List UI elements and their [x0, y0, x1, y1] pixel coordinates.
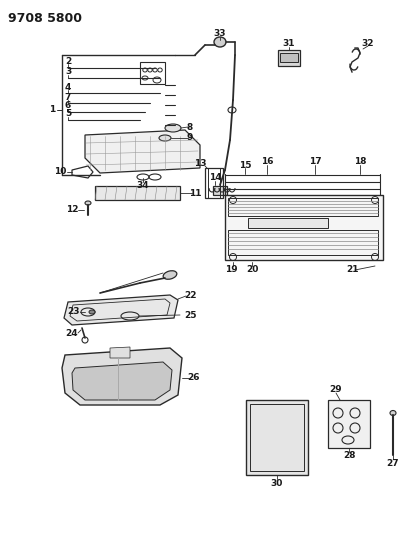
Ellipse shape — [163, 271, 177, 279]
Text: 27: 27 — [387, 458, 399, 467]
Text: 30: 30 — [271, 479, 283, 488]
Text: 9708 5800: 9708 5800 — [8, 12, 82, 25]
Text: 10: 10 — [54, 167, 66, 176]
Text: 16: 16 — [261, 157, 273, 166]
Text: 26: 26 — [187, 374, 199, 383]
Bar — [228, 230, 378, 255]
Text: 18: 18 — [354, 157, 366, 166]
Polygon shape — [72, 362, 172, 400]
Ellipse shape — [214, 37, 226, 47]
Bar — [248, 218, 328, 228]
Text: 1: 1 — [49, 106, 55, 115]
Text: 20: 20 — [246, 265, 258, 274]
Text: 32: 32 — [362, 38, 374, 47]
Bar — [225, 195, 383, 260]
Text: 24: 24 — [66, 328, 79, 337]
Text: 13: 13 — [194, 158, 206, 167]
Bar — [280, 53, 298, 62]
Polygon shape — [62, 348, 182, 405]
Polygon shape — [85, 130, 200, 173]
Text: 25: 25 — [184, 311, 196, 319]
Text: 29: 29 — [330, 385, 342, 394]
Bar — [228, 198, 378, 216]
Text: 15: 15 — [239, 160, 251, 169]
Polygon shape — [64, 295, 178, 325]
Bar — [140, 62, 165, 84]
Text: 2: 2 — [65, 56, 71, 66]
Text: 6: 6 — [65, 101, 71, 110]
Bar — [95, 186, 180, 200]
Polygon shape — [110, 347, 130, 358]
Ellipse shape — [390, 410, 396, 416]
Text: 31: 31 — [283, 38, 295, 47]
Bar — [278, 50, 300, 66]
Bar — [246, 400, 308, 475]
Text: 9: 9 — [187, 133, 193, 142]
Bar — [328, 400, 370, 448]
Text: 4: 4 — [65, 83, 71, 92]
Text: 8: 8 — [187, 123, 193, 132]
Text: 3: 3 — [65, 68, 71, 77]
Bar — [213, 186, 227, 195]
Text: 12: 12 — [66, 206, 78, 214]
Ellipse shape — [165, 124, 181, 132]
Text: 5: 5 — [65, 109, 71, 118]
Text: 21: 21 — [346, 265, 358, 274]
Bar — [205, 168, 223, 198]
Text: 19: 19 — [225, 265, 237, 274]
Ellipse shape — [85, 201, 91, 205]
Text: 17: 17 — [309, 157, 321, 166]
Ellipse shape — [89, 310, 95, 314]
Text: 14: 14 — [209, 174, 221, 182]
Bar — [250, 404, 304, 471]
Text: 23: 23 — [67, 308, 79, 317]
Text: 11: 11 — [189, 189, 201, 198]
Text: 33: 33 — [214, 28, 226, 37]
Ellipse shape — [159, 135, 171, 141]
Text: 28: 28 — [343, 451, 355, 461]
Text: 34: 34 — [137, 181, 149, 190]
Text: 22: 22 — [184, 292, 196, 301]
Text: 7: 7 — [65, 93, 71, 101]
